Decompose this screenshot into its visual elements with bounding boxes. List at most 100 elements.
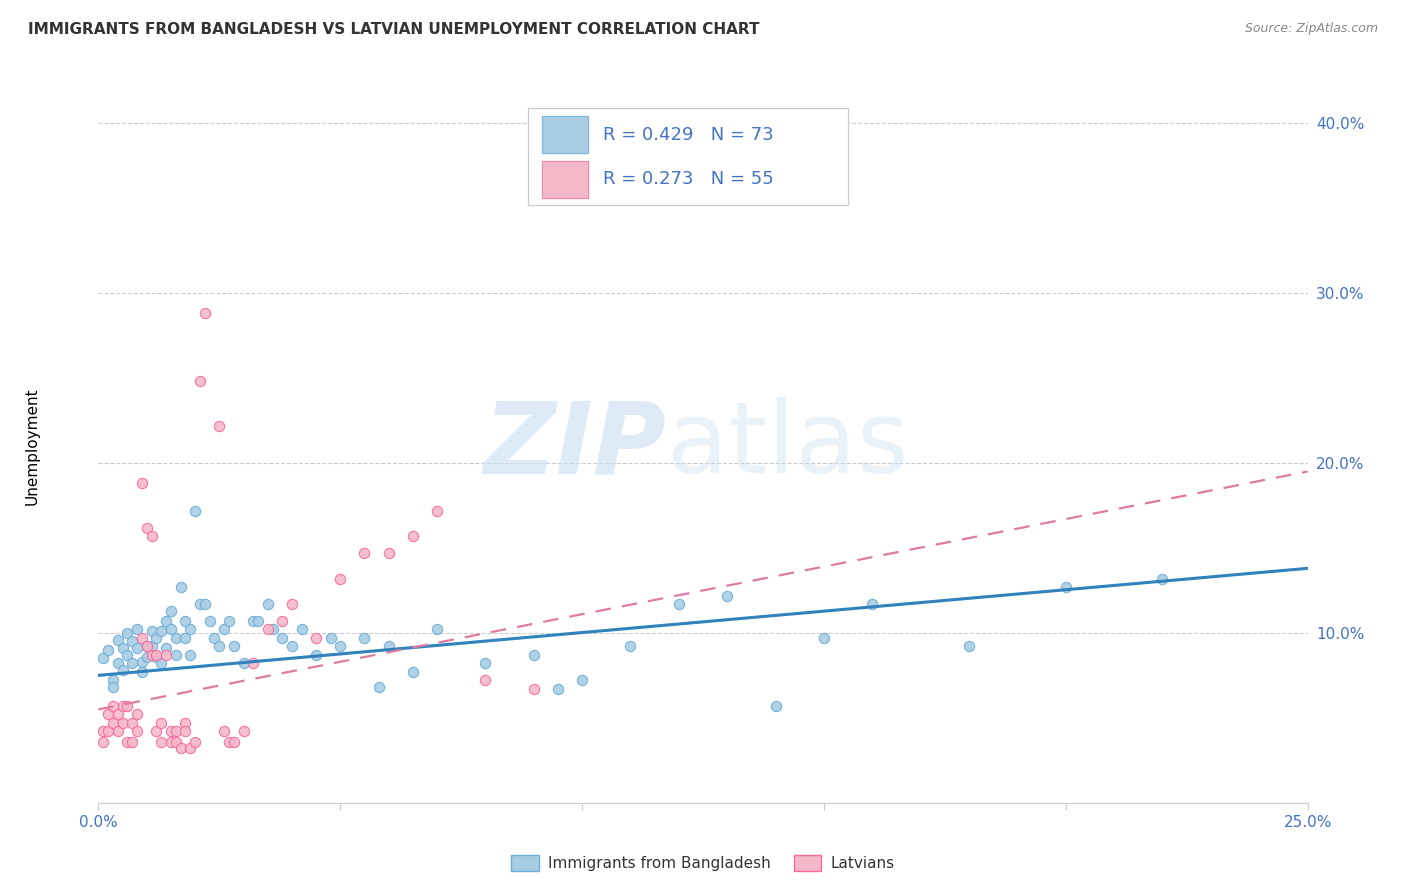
Point — [174, 724, 197, 739]
Point — [135, 520, 157, 534]
Point — [523, 681, 546, 696]
Point — [145, 648, 167, 662]
Point — [150, 715, 173, 730]
Point — [179, 741, 201, 756]
Point — [107, 724, 129, 739]
Point — [619, 640, 641, 654]
Point — [127, 707, 149, 722]
FancyBboxPatch shape — [527, 109, 848, 205]
Point — [523, 648, 546, 662]
Point — [377, 640, 399, 654]
Point — [174, 614, 197, 628]
Point — [305, 631, 328, 645]
Point — [117, 648, 139, 662]
Point — [101, 673, 124, 688]
Point — [256, 597, 278, 611]
Point — [165, 631, 187, 645]
Text: ZIP: ZIP — [484, 398, 666, 494]
Point — [111, 698, 134, 713]
Point — [160, 734, 183, 748]
Point — [765, 698, 787, 713]
Point — [107, 657, 129, 671]
Point — [222, 734, 245, 748]
Point — [155, 641, 177, 656]
Point — [131, 665, 153, 679]
Point — [212, 724, 235, 739]
Point — [107, 707, 129, 722]
Point — [547, 681, 569, 696]
Point — [135, 640, 157, 654]
Point — [402, 665, 425, 679]
Point — [101, 715, 124, 730]
Point — [127, 641, 149, 656]
Point — [368, 680, 391, 694]
Text: atlas: atlas — [666, 398, 908, 494]
Point — [97, 643, 120, 657]
Point — [135, 649, 157, 664]
Point — [188, 375, 211, 389]
Point — [160, 724, 183, 739]
Text: Unemployment: Unemployment — [24, 387, 39, 505]
Point — [571, 673, 593, 688]
Point — [127, 623, 149, 637]
Point — [111, 641, 134, 656]
Point — [150, 657, 173, 671]
Point — [262, 623, 284, 637]
Point — [127, 724, 149, 739]
Point — [281, 597, 304, 611]
Point — [426, 623, 449, 637]
Point — [174, 631, 197, 645]
Point — [290, 623, 312, 637]
Point — [188, 597, 211, 611]
Point — [204, 631, 226, 645]
Point — [101, 680, 124, 694]
Point — [97, 724, 120, 739]
Point — [169, 580, 191, 594]
Point — [222, 640, 245, 654]
Point — [319, 631, 342, 645]
Point — [184, 503, 207, 517]
Point — [117, 626, 139, 640]
Point — [353, 546, 375, 560]
Point — [198, 614, 221, 628]
Point — [281, 640, 304, 654]
Point — [121, 734, 143, 748]
Point — [208, 640, 231, 654]
Point — [271, 631, 294, 645]
Point — [716, 589, 738, 603]
Point — [184, 734, 207, 748]
Text: Source: ZipAtlas.com: Source: ZipAtlas.com — [1244, 22, 1378, 36]
Point — [150, 734, 173, 748]
Point — [141, 624, 163, 639]
Point — [141, 640, 163, 654]
Point — [247, 614, 270, 628]
Point — [131, 476, 153, 491]
Point — [97, 707, 120, 722]
Point — [232, 657, 254, 671]
Bar — [543, 161, 588, 198]
Point — [377, 546, 399, 560]
Point — [242, 614, 264, 628]
Point — [155, 648, 177, 662]
Point — [194, 306, 217, 320]
Point — [135, 640, 157, 654]
Bar — [543, 161, 588, 198]
Point — [179, 623, 201, 637]
Point — [145, 631, 167, 645]
Point — [107, 632, 129, 647]
Bar — [543, 116, 588, 153]
Point — [160, 604, 183, 618]
Legend: Immigrants from Bangladesh, Latvians: Immigrants from Bangladesh, Latvians — [505, 849, 901, 877]
Point — [131, 631, 153, 645]
Point — [91, 734, 114, 748]
Point — [474, 673, 496, 688]
Point — [91, 651, 114, 665]
Point — [218, 734, 240, 748]
Point — [353, 631, 375, 645]
Point — [212, 623, 235, 637]
Text: IMMIGRANTS FROM BANGLADESH VS LATVIAN UNEMPLOYMENT CORRELATION CHART: IMMIGRANTS FROM BANGLADESH VS LATVIAN UN… — [28, 22, 759, 37]
Text: R = 0.273   N = 55: R = 0.273 N = 55 — [603, 170, 773, 188]
Point — [329, 572, 352, 586]
Point — [117, 698, 139, 713]
Point — [131, 655, 153, 669]
